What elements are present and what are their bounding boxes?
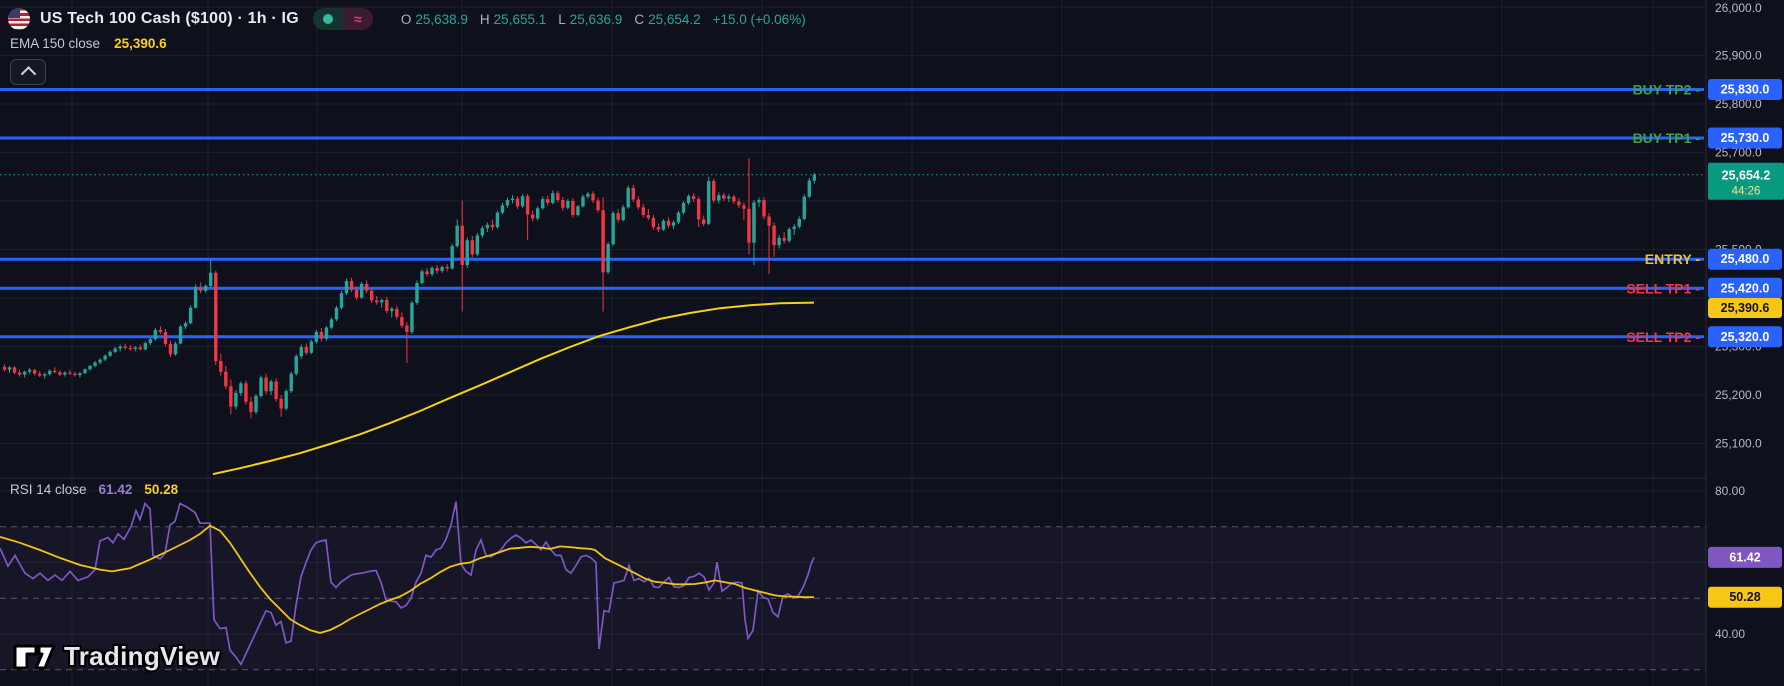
price-badge-entry[interactable] bbox=[1708, 248, 1782, 270]
rsi-value: 61.42 bbox=[98, 482, 133, 497]
svg-text:25,390.6: 25,390.6 bbox=[1721, 301, 1770, 315]
rsi-value-badge[interactable] bbox=[1708, 546, 1782, 568]
symbol-status-pills[interactable]: ≈ bbox=[312, 8, 373, 30]
level-label-buy-tp1: BUY TP1 - bbox=[1633, 130, 1701, 146]
approx-data-icon[interactable]: ≈ bbox=[342, 8, 373, 30]
close-value: 25,654.2 bbox=[648, 11, 701, 27]
svg-text:25,730.0: 25,730.0 bbox=[1721, 131, 1770, 145]
svg-text:25,320.0: 25,320.0 bbox=[1721, 330, 1770, 344]
last-price-badge[interactable] bbox=[1708, 162, 1784, 200]
svg-text:25,654.2: 25,654.2 bbox=[1722, 169, 1771, 183]
svg-text:50.28: 50.28 bbox=[1729, 590, 1760, 604]
price-badge-sell-tp1[interactable] bbox=[1708, 277, 1782, 299]
svg-text:26,000.0: 26,000.0 bbox=[1715, 1, 1762, 15]
tradingview-wordmark: TradingView bbox=[64, 641, 220, 671]
us-flag-icon bbox=[8, 8, 30, 30]
svg-text:25,700.0: 25,700.0 bbox=[1715, 146, 1762, 160]
ema150-line bbox=[212, 301, 815, 476]
collapse-indicators-button[interactable] bbox=[10, 59, 46, 85]
rsi-band bbox=[0, 526, 1706, 671]
bar-countdown: 44:26 bbox=[1732, 186, 1761, 198]
open-label: O bbox=[400, 11, 412, 27]
svg-text:80.00: 80.00 bbox=[1715, 484, 1745, 498]
high-value: 25,655.1 bbox=[493, 11, 547, 27]
svg-text:25,900.0: 25,900.0 bbox=[1715, 49, 1762, 63]
svg-text:25,800.0: 25,800.0 bbox=[1715, 97, 1762, 111]
level-label-entry: ENTRY - bbox=[1645, 251, 1701, 267]
rsi-label: RSI 14 close bbox=[10, 482, 87, 497]
level-lines: BUY TP2 - BUY TP1 - ENTRY - SELL TP1 - SELL … bbox=[0, 0, 1704, 345]
price-badge-sell-tp2[interactable] bbox=[1708, 326, 1782, 348]
low-label: L bbox=[558, 11, 566, 27]
high-label: H bbox=[479, 11, 490, 27]
axis-badges: 25,830.0 25,730.0 25,480.0 25,420.0 25,320.0… bbox=[1708, 78, 1784, 608]
price-badge-buy-tp1[interactable] bbox=[1708, 127, 1782, 149]
price-badge-buy-tp2[interactable] bbox=[1708, 78, 1782, 100]
svg-text:25,830.0: 25,830.0 bbox=[1721, 82, 1770, 96]
grid-lines bbox=[0, 0, 1706, 686]
low-value: 25,636.9 bbox=[569, 11, 623, 27]
ema-indicator-row[interactable]: EMA 150 close 25,390.6 bbox=[10, 36, 167, 51]
rsi-ma-value: 50.28 bbox=[144, 482, 179, 497]
close-label: C bbox=[634, 11, 645, 27]
level-label-sell-tp2: SELL TP2 - bbox=[1626, 329, 1700, 345]
svg-text:25,100.0: 25,100.0 bbox=[1715, 437, 1762, 451]
svg-text:61.42: 61.42 bbox=[1729, 550, 1760, 564]
rsi-indicator-row[interactable]: RSI 14 close 61.42 50.28 bbox=[10, 482, 178, 497]
rsi-ma-value-badge[interactable] bbox=[1708, 586, 1782, 608]
tradingview-logo[interactable]: TradingView bbox=[12, 641, 220, 672]
symbol-header: US Tech 100 Cash ($100) · 1h · IG ≈ O 25… bbox=[8, 6, 806, 32]
level-label-buy-tp2: BUY TP2 - bbox=[1633, 81, 1701, 97]
ema-value-badge[interactable] bbox=[1708, 298, 1782, 318]
change-value: +15.0 (+0.06%) bbox=[712, 11, 806, 27]
open-value: 25,638.9 bbox=[415, 11, 468, 27]
ema-label: EMA 150 close bbox=[10, 36, 101, 51]
tradingview-mark-icon bbox=[13, 644, 56, 669]
ema-value: 25,390.6 bbox=[114, 36, 167, 51]
rsi-line bbox=[0, 501, 815, 667]
market-open-dot-icon[interactable] bbox=[312, 8, 343, 30]
rsi-ma-line bbox=[0, 524, 814, 634]
level-label-sell-tp1: SELL TP1 - bbox=[1626, 280, 1700, 296]
symbol-title[interactable]: US Tech 100 Cash ($100) · 1h · IG bbox=[40, 10, 299, 27]
svg-text:25,420.0: 25,420.0 bbox=[1721, 281, 1770, 295]
chevron-up-icon bbox=[20, 65, 36, 82]
svg-text:25,200.0: 25,200.0 bbox=[1715, 388, 1762, 402]
svg-text:40.00: 40.00 bbox=[1715, 627, 1745, 641]
ohlc-readout: O 25,638.9 H 25,655.1 L 25,636.9 C 25,65… bbox=[393, 12, 806, 27]
svg-text:25,480.0: 25,480.0 bbox=[1721, 252, 1770, 266]
candlestick-series bbox=[2, 158, 817, 419]
